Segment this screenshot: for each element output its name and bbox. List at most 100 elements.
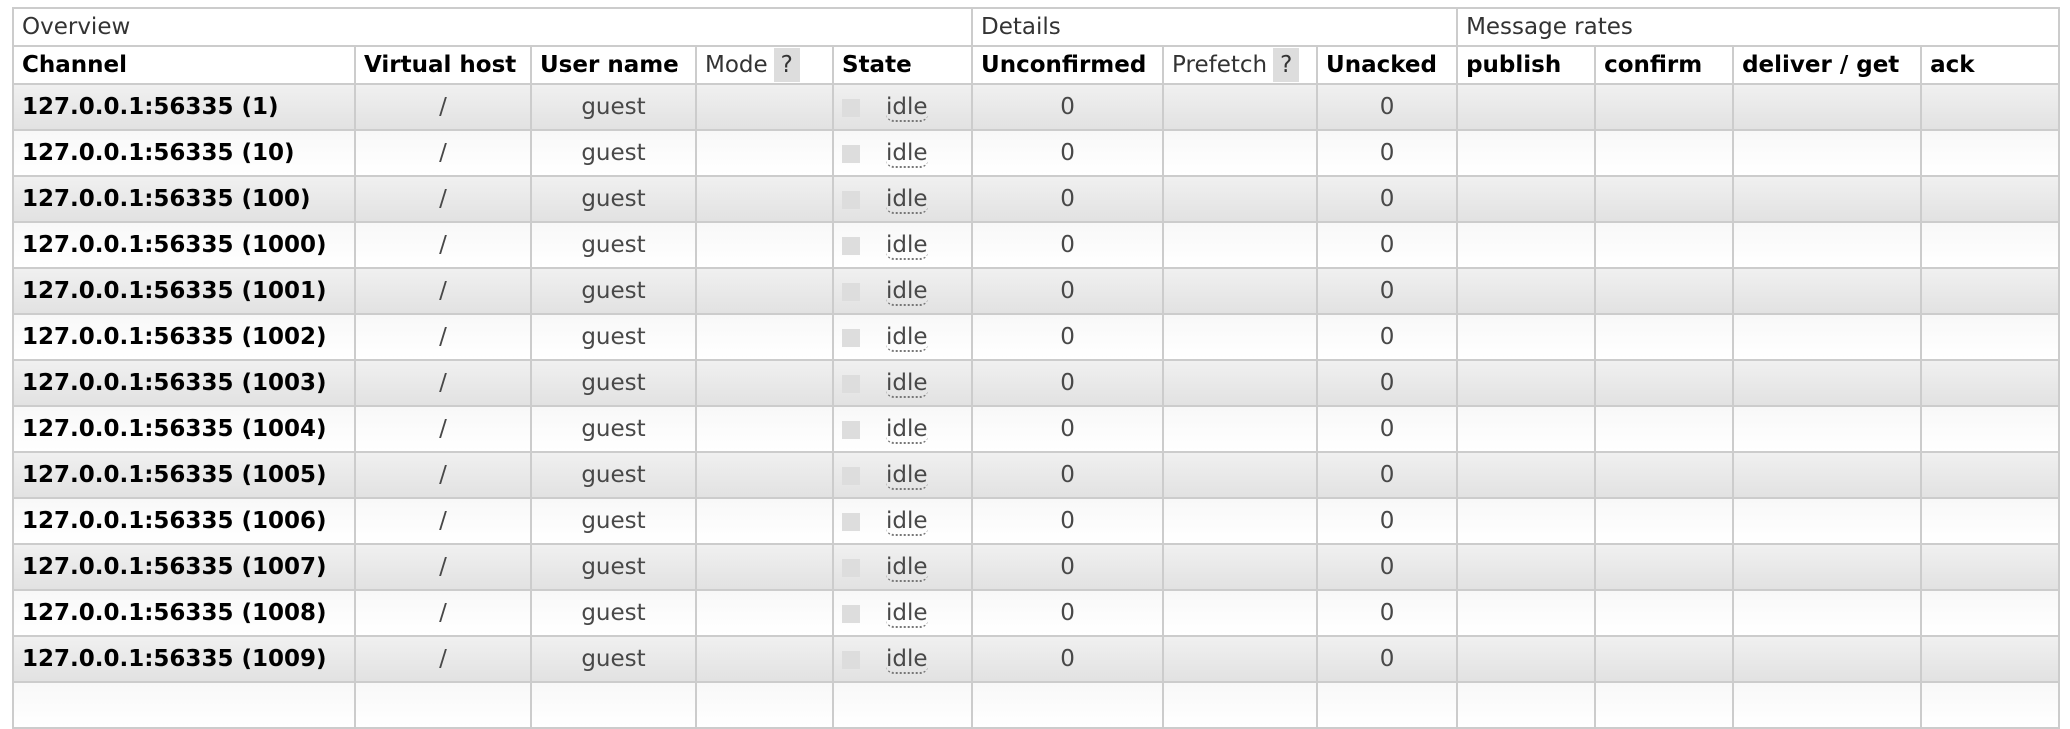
confirm-cell (1594, 359, 1735, 407)
mode-cell (695, 221, 834, 269)
user-cell: guest (530, 221, 697, 269)
col-mode: Mode? (695, 45, 834, 85)
state-label[interactable]: idle (886, 278, 928, 306)
col-publish[interactable]: publish (1456, 45, 1597, 85)
confirm-cell (1594, 497, 1735, 545)
mode-cell (695, 83, 834, 131)
channel-link[interactable]: 127.0.0.1:56335 (1008) (12, 589, 356, 637)
channel-link[interactable]: 127.0.0.1:56335 (1000) (12, 221, 356, 269)
state-cell: idle (831, 313, 974, 361)
channel-link[interactable]: 127.0.0.1:56335 (1006) (12, 497, 356, 545)
ack-cell (1920, 221, 2061, 269)
unacked-cell: 0 (1316, 313, 1459, 361)
unconfirmed-cell: 0 (971, 589, 1165, 637)
publish-cell (1456, 681, 1597, 729)
state-label[interactable]: idle (886, 416, 928, 444)
prefetch-cell (1162, 543, 1319, 591)
unconfirmed-cell: 0 (971, 129, 1165, 177)
col-vhost[interactable]: Virtual host (354, 45, 532, 85)
col-user[interactable]: User name (530, 45, 697, 85)
col-ack-label: ack (1930, 52, 1975, 78)
channel-link[interactable]: 127.0.0.1:56335 (1003) (12, 359, 356, 407)
ack-cell (1920, 451, 2061, 499)
prefetch-cell (1162, 451, 1319, 499)
mode-cell (695, 589, 834, 637)
unconfirmed-cell: 0 (971, 313, 1165, 361)
confirm-cell (1594, 221, 1735, 269)
state-indicator-icon (842, 98, 860, 117)
state-label[interactable]: idle (886, 462, 928, 490)
user-cell: guest (530, 129, 697, 177)
state-label[interactable]: idle (886, 232, 928, 260)
col-state[interactable]: State (831, 45, 974, 85)
mode-cell (695, 405, 834, 453)
table-row (12, 681, 2061, 729)
mode-cell (695, 543, 834, 591)
state-label[interactable]: idle (886, 186, 928, 214)
unconfirmed-cell: 0 (971, 83, 1165, 131)
channel-link[interactable]: 127.0.0.1:56335 (100) (12, 175, 356, 223)
ack-cell (1920, 635, 2061, 683)
col-ack[interactable]: ack (1920, 45, 2061, 85)
help-icon[interactable]: ? (1273, 48, 1300, 82)
vhost-cell: / (354, 129, 532, 177)
confirm-cell (1594, 405, 1735, 453)
state-label[interactable]: idle (886, 508, 928, 536)
state-label[interactable]: idle (886, 370, 928, 398)
user-cell: guest (530, 451, 697, 499)
unconfirmed-cell: 0 (971, 405, 1165, 453)
state-indicator-icon (842, 604, 860, 623)
unacked-cell: 0 (1316, 589, 1459, 637)
channel-link[interactable]: 127.0.0.1:56335 (1) (12, 83, 356, 131)
channel-link[interactable]: 127.0.0.1:56335 (1005) (12, 451, 356, 499)
user-cell: guest (530, 405, 697, 453)
col-deliver-get[interactable]: deliver / get (1732, 45, 1923, 85)
col-unacked[interactable]: Unacked (1316, 45, 1459, 85)
state-indicator-icon (842, 558, 860, 577)
channel-link[interactable]: 127.0.0.1:56335 (10) (12, 129, 356, 177)
state-label[interactable]: idle (886, 600, 928, 628)
confirm-cell (1594, 83, 1735, 131)
channel-link[interactable]: 127.0.0.1:56335 (1009) (12, 635, 356, 683)
deliver-get-cell (1732, 221, 1923, 269)
deliver-get-cell (1732, 267, 1923, 315)
unacked-cell: 0 (1316, 635, 1459, 683)
mode-cell (695, 635, 834, 683)
user-cell: guest (530, 543, 697, 591)
ack-cell (1920, 83, 2061, 131)
state-cell: idle (831, 359, 974, 407)
table-row: 127.0.0.1:56335 (100) / guest idle 0 0 (12, 175, 2061, 223)
col-confirm[interactable]: confirm (1594, 45, 1735, 85)
state-label[interactable]: idle (886, 324, 928, 352)
channel-link[interactable]: 127.0.0.1:56335 (1001) (12, 267, 356, 315)
vhost-cell: / (354, 221, 532, 269)
state-label[interactable]: idle (886, 646, 928, 674)
prefetch-cell (1162, 175, 1319, 223)
channel-link[interactable]: 127.0.0.1:56335 (1004) (12, 405, 356, 453)
publish-cell (1456, 175, 1597, 223)
deliver-get-cell (1732, 681, 1923, 729)
vhost-cell: / (354, 359, 532, 407)
state-cell: idle (831, 175, 974, 223)
unacked-cell: 0 (1316, 129, 1459, 177)
col-channel[interactable]: Channel (12, 45, 356, 85)
state-label[interactable]: idle (886, 554, 928, 582)
table-row: 127.0.0.1:56335 (1005) / guest idle 0 0 (12, 451, 2061, 499)
channel-link[interactable]: 127.0.0.1:56335 (1002) (12, 313, 356, 361)
col-unconfirmed[interactable]: Unconfirmed (971, 45, 1165, 85)
state-label[interactable]: idle (886, 94, 928, 122)
state-indicator-icon (842, 190, 860, 209)
channel-link[interactable]: 127.0.0.1:56335 (1007) (12, 543, 356, 591)
prefetch-cell (1162, 129, 1319, 177)
help-icon[interactable]: ? (773, 48, 800, 82)
table-row: 127.0.0.1:56335 (1002) / guest idle 0 0 (12, 313, 2061, 361)
state-cell: idle (831, 451, 974, 499)
unconfirmed-cell: 0 (971, 221, 1165, 269)
publish-cell (1456, 221, 1597, 269)
user-cell: guest (530, 589, 697, 637)
vhost-cell: / (354, 405, 532, 453)
state-label[interactable]: idle (886, 140, 928, 168)
channel-link[interactable] (12, 681, 356, 729)
state-cell: idle (831, 405, 974, 453)
deliver-get-cell (1732, 175, 1923, 223)
